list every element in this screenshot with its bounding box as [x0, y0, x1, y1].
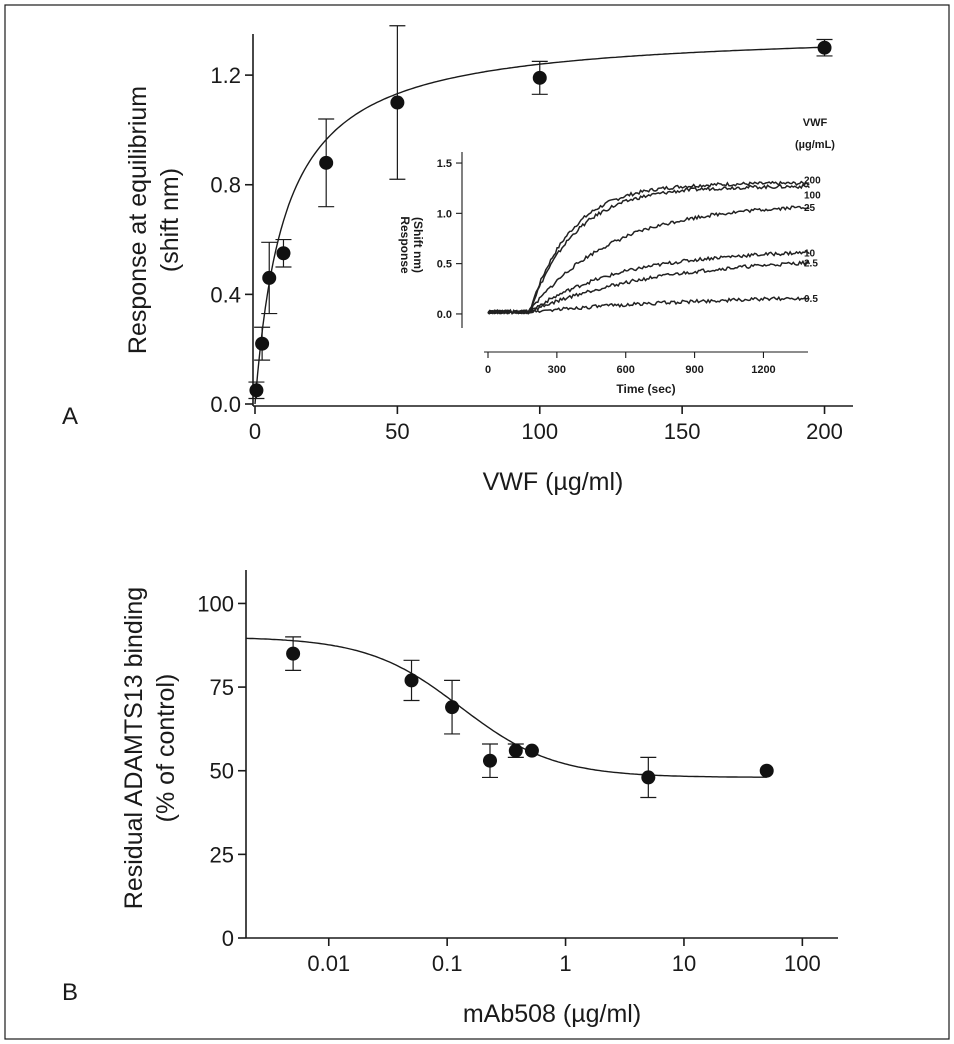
inset-x-tick-label: 300 — [548, 364, 566, 376]
inset-x-tick-label: 0 — [485, 364, 491, 376]
panel-a-x-ticks: 0 50 100 150 200 — [249, 406, 843, 444]
inset-y-tick-label: 1.5 — [437, 158, 452, 170]
panel-a-y-axis-title: Response at equilibrium — [124, 86, 152, 354]
inset-series-label: 2.5 — [804, 259, 818, 270]
inset-y-tick-label: 0.5 — [437, 259, 452, 271]
panel-a-data-point — [255, 336, 270, 351]
panel-b-y-tick-label: 25 — [210, 842, 234, 867]
panel-a-x-tick-label: 150 — [664, 419, 701, 444]
inset-series-label: 25 — [804, 203, 816, 214]
panel-b-x-tick-label: 0.1 — [432, 951, 463, 976]
panel-b-data-point — [508, 743, 523, 758]
panel-a-data-point — [817, 40, 832, 55]
panel-a-x-tick-label: 100 — [521, 419, 558, 444]
panel-b-data-point — [286, 646, 301, 661]
panel-b-error-bars — [285, 636, 657, 799]
inset-y-axis-title: Response — [398, 216, 412, 274]
panel-a-chart: A 0 50 100 150 200 0.00.40.81.2 VWF (µg/ml) … — [62, 25, 853, 496]
inset-y-tick-label: 0.0 — [437, 309, 452, 321]
panel-b-data-point — [445, 700, 460, 715]
inset-chart: 0 300 600 900 1200 0.0 0.5 1.0 1.5 Time (sec) R… — [398, 117, 835, 396]
panel-b-data-point — [641, 770, 656, 785]
panel-a-y-tick-label: 1.2 — [210, 63, 241, 88]
inset-series-label: 200 — [804, 175, 821, 186]
panel-b-data-point — [759, 763, 774, 778]
panel-b-y-tick-label: 50 — [210, 759, 234, 784]
panel-b-y-axis-title: Residual ADAMTS13 binding — [120, 587, 148, 909]
inset-y-ticks: 0.0 0.5 1.0 1.5 — [437, 158, 462, 321]
panel-a-x-tick-label: 50 — [385, 419, 409, 444]
inset-trace-0-5 — [487, 295, 810, 315]
inset-series-label: 0.5 — [804, 294, 818, 305]
panel-b-data-point — [482, 753, 497, 768]
inset-series-labels: 200 100 25 102.5 0.5 — [804, 175, 821, 305]
panel-a-data-point — [390, 95, 405, 110]
panel-a-data-points — [249, 40, 832, 398]
inset-series-label: 10 — [804, 249, 816, 260]
panel-a-fit-curve — [254, 46, 827, 405]
panel-a-y-ticks: 0.0 0.4 0.8 1.2 — [210, 63, 253, 417]
panel-a-y-tick-label: 0.4 — [210, 282, 241, 307]
inset-trace-2-5 — [487, 259, 811, 315]
panel-a-y-tick-label: 0.0 — [210, 392, 241, 417]
panel-a-label: A — [62, 403, 78, 430]
panel-b-data-points — [286, 646, 774, 785]
inset-trace-25 — [487, 205, 810, 315]
panel-b-data-point — [404, 673, 419, 688]
inset-legend-unit: (µg/mL) — [795, 139, 835, 151]
panel-b-x-tick-label: 10 — [672, 951, 696, 976]
panel-b-x-tick-label: 1 — [559, 951, 571, 976]
inset-trace-200 — [487, 180, 810, 315]
inset-x-axis-title: Time (sec) — [616, 382, 675, 396]
inset-x-tick-label: 600 — [617, 364, 635, 376]
panel-b-y-tick-label: 100 — [197, 591, 234, 616]
inset-y-axis-subtitle: (Shift nm) — [411, 217, 425, 273]
panel-b-x-axis-title: mAb508 (µg/ml) — [463, 1000, 641, 1028]
panel-b-x-ticks: 0.01 0.1 1 10 100 — [307, 938, 821, 976]
panel-a-data-point — [276, 246, 291, 261]
panel-b-fit-curve — [245, 637, 767, 778]
inset-trace-10 — [487, 250, 810, 315]
inset-series-label: 100 — [804, 190, 821, 201]
panel-b-x-tick-label: 100 — [784, 951, 821, 976]
inset-traces — [487, 180, 811, 315]
panel-a-y-tick-label: 0.8 — [210, 173, 241, 198]
inset-x-tick-label: 1200 — [751, 364, 775, 376]
panel-b-y-tick-label: 75 — [210, 675, 234, 700]
panel-b-x-tick-label: 0.01 — [307, 951, 350, 976]
inset-trace-100 — [487, 183, 810, 315]
inset-y-tick-label: 1.0 — [437, 208, 452, 220]
panel-a-data-point — [262, 270, 277, 285]
panel-a-x-tick-label: 0 — [249, 419, 261, 444]
panel-a-y-axis-subtitle: (shift nm) — [156, 168, 184, 272]
panel-a-data-point — [249, 383, 264, 398]
panel-b-y-tick-label: 0 — [222, 926, 234, 951]
panel-a-x-axis-title: VWF (µg/ml) — [483, 468, 624, 496]
panel-b-y-ticks: 0 25 50 75 100 — [197, 591, 246, 951]
panel-b-label: B — [62, 979, 78, 1006]
panel-a-data-point — [532, 70, 547, 85]
inset-x-ticks: 0 300 600 900 1200 — [485, 352, 776, 376]
figure-frame — [4, 4, 950, 1040]
panel-a-data-point — [319, 155, 334, 170]
panel-a-x-tick-label: 200 — [806, 419, 843, 444]
panel-b-data-point — [524, 743, 539, 758]
panel-b-chart: B 0.01 0.1 1 10 100 0 25 50 75 100 mAb508 (µg/ml… — [62, 570, 838, 1028]
inset-legend-title: VWF — [803, 117, 828, 129]
inset-x-tick-label: 900 — [685, 364, 703, 376]
panel-b-y-axis-subtitle: (% of control) — [152, 674, 180, 823]
